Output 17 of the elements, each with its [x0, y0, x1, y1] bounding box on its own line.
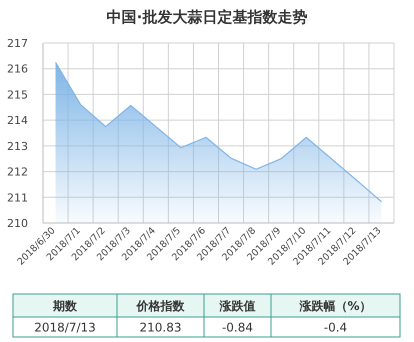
text: 涨跌幅（%） [298, 299, 372, 313]
y-tick-label: 215 [7, 88, 28, 102]
text: 期数 [52, 299, 78, 313]
text: 涨跌值 [218, 299, 256, 313]
chart-title: 中国·批发大蒜日定基指数走势 [106, 8, 308, 26]
y-tick-label: 212 [7, 166, 28, 179]
text: 2018/7/13 [34, 320, 96, 334]
y-tick-label: 211 [7, 191, 28, 204]
text: -0.4 [324, 320, 348, 334]
text: 价格指数 [136, 299, 186, 313]
y-tick-label: 216 [7, 62, 28, 76]
y-tick-label: 217 [7, 37, 28, 50]
y-tick-label: 210 [7, 217, 28, 230]
text: 210.83 [140, 320, 182, 334]
y-tick-label: 214 [7, 114, 28, 128]
text: -0.84 [222, 320, 254, 334]
y-tick-label: 213 [7, 140, 28, 153]
